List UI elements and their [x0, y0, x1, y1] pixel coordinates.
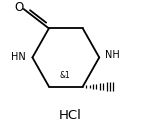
Text: NH: NH	[105, 50, 120, 60]
Text: HCl: HCl	[59, 109, 82, 122]
Text: &1: &1	[59, 71, 70, 80]
Text: HN: HN	[10, 52, 25, 63]
Text: O: O	[14, 1, 23, 14]
